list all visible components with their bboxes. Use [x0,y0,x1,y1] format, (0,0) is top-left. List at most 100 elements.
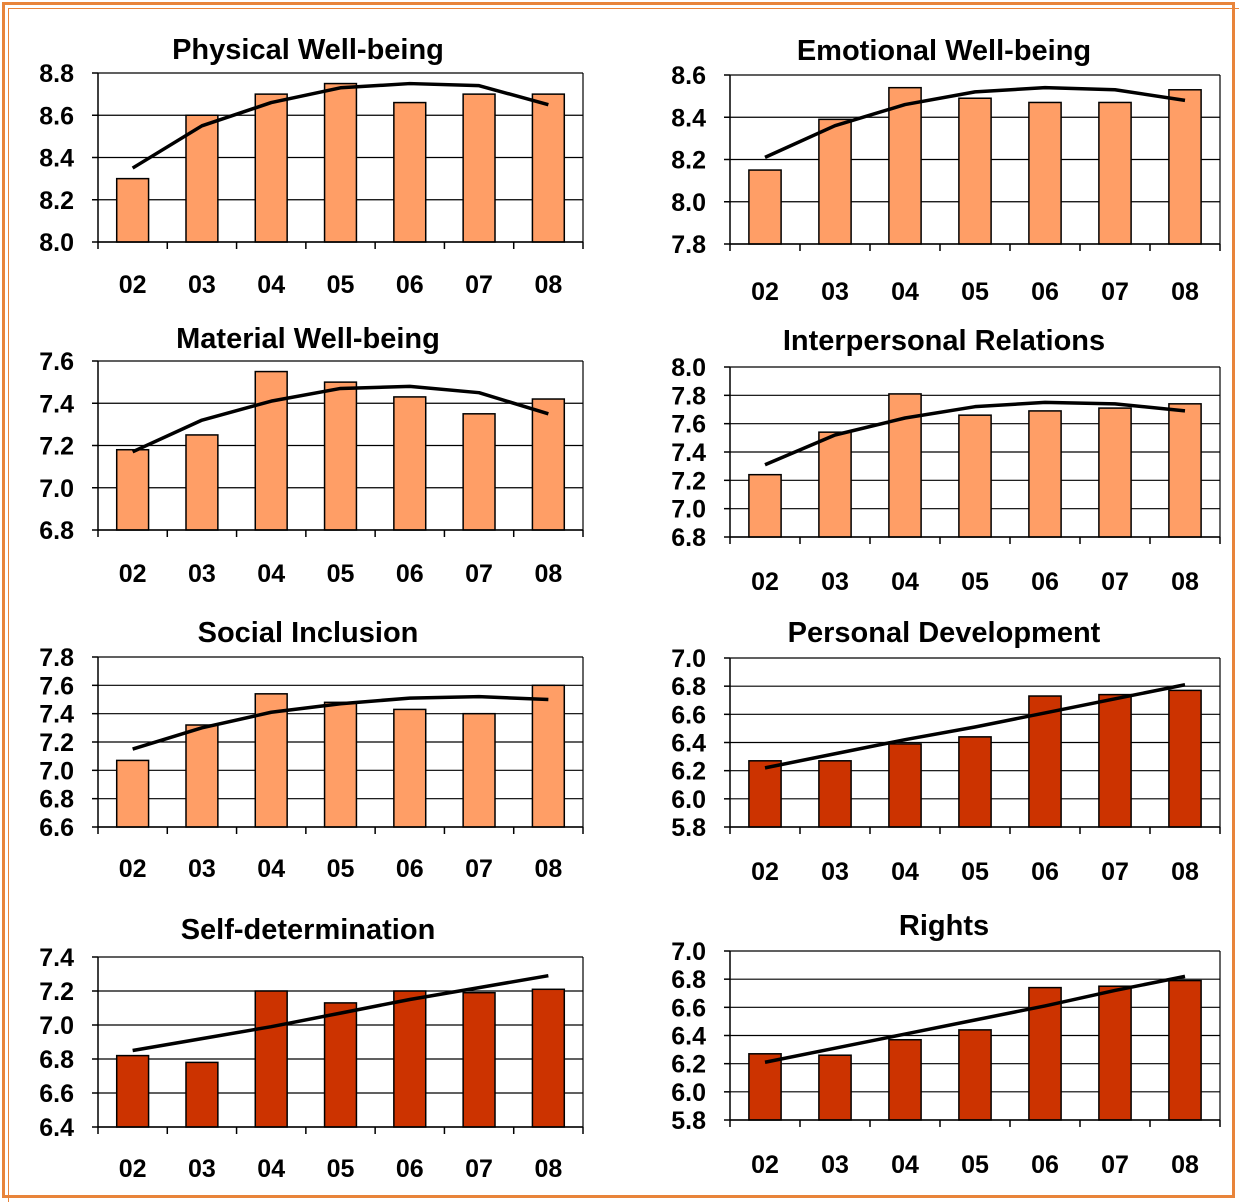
x-tick-label: 06 [396,1155,424,1183]
chart-title: Interpersonal Relations [783,325,1105,357]
x-tick-label: 03 [188,560,216,588]
y-tick-label: 7.4 [39,701,74,729]
bar-02 [115,177,150,243]
trend-line [764,974,1186,1064]
y-tick-label: 6.8 [39,517,74,545]
x-tick-label: 08 [1171,1151,1199,1179]
y-tick-label: 6.4 [671,730,706,758]
x-tick-label: 03 [188,271,216,299]
y-tick-label: 7.4 [671,439,706,467]
x-tick-label: 08 [1171,278,1199,306]
bar-04 [254,990,288,1128]
y-tick-label: 7.4 [39,390,74,418]
x-tick-label: 02 [119,560,147,588]
y-tick-label: 8.6 [671,62,706,90]
bar-05 [323,701,358,828]
y-tick-label: 6.0 [671,786,706,814]
y-tick-label: 7.8 [39,644,74,672]
x-tick-label: 07 [465,560,493,588]
y-tick-label: 8.6 [39,102,74,130]
x-tick-label: 03 [821,278,849,306]
chart-title: Emotional Well-being [797,35,1091,67]
x-tick-label: 08 [534,855,562,883]
x-tick-label: 06 [396,855,424,883]
bar-08 [1168,403,1202,538]
y-tick-label: 7.2 [671,467,706,495]
bar-02 [748,169,782,245]
x-tick-label: 07 [1101,568,1129,596]
x-tick-label: 04 [257,271,285,299]
bar-08 [531,398,566,531]
y-tick-label: 7.2 [39,729,74,757]
y-tick-label: 8.0 [671,354,706,382]
x-tick-label: 03 [821,858,849,886]
bar-08 [531,988,566,1128]
y-tick-label: 7.0 [671,938,706,966]
x-tick-label: 03 [188,1155,216,1183]
bar-08 [1168,689,1202,828]
x-tick-label: 04 [891,1151,919,1179]
bar-05 [323,381,358,531]
bar-08 [531,684,566,828]
y-tick-label: 6.6 [671,701,706,729]
bar-08 [1168,89,1202,245]
bar-05 [958,1029,992,1121]
x-tick-label: 04 [257,1155,285,1183]
x-tick-label: 06 [1031,1151,1059,1179]
bar-07 [1098,101,1132,245]
chart-title: Personal Development [788,617,1101,649]
bar-07 [462,712,496,828]
bar-07 [1098,407,1132,538]
bar-04 [254,93,288,243]
x-tick-label: 04 [891,278,919,306]
trend-line [764,400,1186,467]
bar-04 [888,86,922,245]
bar-07 [462,93,496,243]
x-tick-label: 06 [1031,278,1059,306]
y-tick-label: 7.4 [39,944,74,972]
bar-04 [888,1038,922,1121]
x-tick-label: 02 [751,568,779,596]
bar-03 [818,431,852,538]
y-tick-label: 7.0 [39,1012,74,1040]
y-tick-label: 6.6 [671,994,706,1022]
y-tick-label: 7.0 [671,645,706,673]
chart-title: Rights [899,910,989,942]
bar-03 [818,1054,852,1121]
bar-05 [958,97,992,245]
trend-line [764,85,1186,159]
x-tick-label: 05 [961,568,989,596]
bar-07 [1098,985,1132,1121]
x-tick-label: 06 [396,560,424,588]
page-frame-inner [8,8,1239,1202]
chart-8: Rights 5.86.06.26.46.66.87.0 02 03 04 05 06 07 0… [671,910,1221,1179]
bar-02 [748,760,782,828]
x-tick-label: 06 [1031,568,1059,596]
x-tick-label: 05 [961,278,989,306]
trend-line [131,81,549,170]
y-tick-label: 7.0 [39,475,74,503]
bar-08 [531,93,566,243]
y-tick-label: 8.2 [671,147,706,175]
bar-05 [323,82,358,243]
chart-5: Social Inclusion 6.66.87.07.27.47.67.8 02 0… [39,617,584,883]
y-tick-label: 5.8 [671,814,706,842]
x-tick-label: 02 [119,1155,147,1183]
y-tick-label: 6.2 [671,758,706,786]
bar-04 [888,743,922,828]
x-tick-label: 05 [327,560,355,588]
bar-02 [748,473,782,538]
bar-06 [393,708,427,828]
bar-06 [393,101,427,243]
y-tick-label: 8.0 [39,229,74,257]
x-tick-label: 03 [821,568,849,596]
chart-title: Material Well-being [176,323,440,355]
y-tick-label: 6.8 [671,673,706,701]
bar-03 [818,118,852,245]
x-tick-label: 06 [396,271,424,299]
y-tick-label: 8.0 [671,189,706,217]
y-tick-label: 6.0 [671,1079,706,1107]
x-tick-label: 07 [1101,278,1129,306]
